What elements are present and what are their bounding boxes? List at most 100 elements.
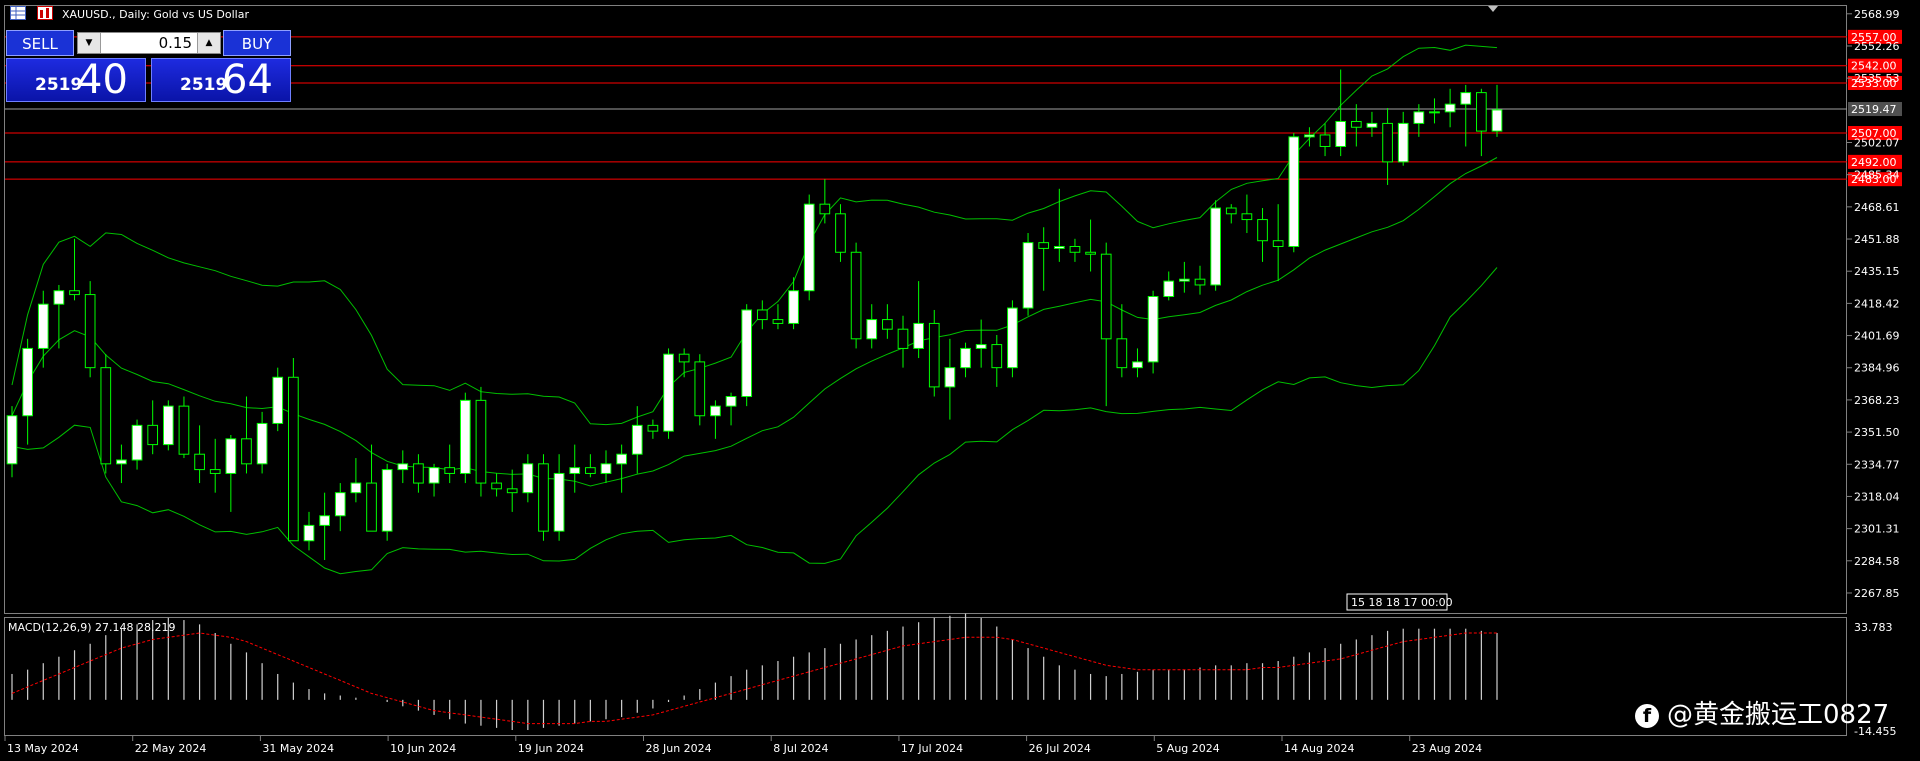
candle-body (1304, 134, 1315, 138)
macd-axis: 33.783 -14.455 (1854, 621, 1896, 738)
candle-body (37, 303, 49, 349)
candle-body (1366, 122, 1378, 128)
candle-body (272, 376, 284, 424)
current-price-tag (1848, 102, 1902, 117)
time-tick-label: 28 Jun 2024 (646, 742, 712, 755)
candle-body (53, 290, 65, 305)
candle-body (84, 294, 96, 369)
candle-body (366, 482, 377, 532)
candle-body (710, 405, 721, 417)
chart-grid-icon[interactable] (10, 6, 26, 20)
candle-body (6, 415, 18, 465)
price-tick-label: 2284.58 (1854, 555, 1900, 568)
time-tick-label: 8 Jul 2024 (773, 742, 828, 755)
price-tick-label: 2301.31 (1854, 523, 1900, 536)
sell-price-small: 2519 (35, 75, 83, 95)
candle-body (1397, 122, 1409, 163)
buy-price-small: 2519 (180, 75, 228, 95)
candle-body (1116, 338, 1128, 369)
price-tick-label: 2401.69 (1854, 330, 1900, 343)
lot-decrease-arrow-icon[interactable]: ▼ (78, 33, 101, 53)
watermark: f @黄金搬运工0827 (1635, 694, 1889, 731)
candle-body (397, 463, 409, 471)
candle-body (647, 424, 659, 432)
macd-chart-frame (4, 617, 1847, 736)
macd-label: MACD(12,26,9) 27.148 28.219 (8, 621, 176, 634)
price-level-tag (1848, 172, 1902, 187)
lot-size-field[interactable]: ▼ 0.15 ▲ (77, 32, 221, 54)
candle-body (178, 405, 190, 455)
price-tick-label: 2267.85 (1854, 587, 1900, 600)
candle-body (944, 367, 956, 388)
candle-body (194, 453, 205, 471)
macd-signal-line (11, 632, 1497, 725)
candle-body (1053, 245, 1065, 249)
candle-body (1350, 120, 1362, 128)
buy-button[interactable]: BUY (223, 30, 291, 56)
price-level-label: 2542.00 (1851, 60, 1897, 73)
candle-body (1335, 120, 1347, 147)
time-tick-label: 22 May 2024 (135, 742, 207, 755)
price-level-tag (1848, 29, 1902, 44)
lot-increase-arrow-icon[interactable]: ▲ (197, 33, 220, 53)
price-level-label: 2483.00 (1851, 173, 1897, 186)
candle-body (1413, 111, 1425, 124)
price-level-tag (1848, 76, 1902, 91)
candle-body (866, 319, 878, 340)
candle-body (538, 463, 549, 532)
candle-body (1163, 280, 1175, 297)
candle-body (694, 361, 706, 417)
macd-axis-label: -14.455 (1854, 725, 1896, 738)
price-level-label: 2533.00 (1851, 77, 1897, 90)
candle-body (725, 396, 737, 407)
candle-body (162, 405, 174, 446)
candle-body (1319, 134, 1331, 147)
price-level-tag (1848, 58, 1902, 73)
price-tick-label: 2384.96 (1854, 362, 1900, 375)
chart-shift-marker[interactable] (1488, 6, 1498, 12)
price-tick-label: 2535.53 (1854, 72, 1900, 85)
main-chart-frame (4, 5, 1847, 614)
price-level-label: 2507.00 (1851, 127, 1897, 140)
price-tick-label: 2552.26 (1854, 40, 1900, 53)
price-level-label: 2492.00 (1851, 156, 1897, 169)
one-click-trading-panel: SELL ▼ 0.15 ▲ BUY 2519 40 2519 64 (6, 30, 291, 103)
time-tick-label: 13 May 2024 (7, 742, 79, 755)
candle-body (131, 424, 143, 461)
candle-body (678, 353, 690, 363)
candle-body (22, 347, 33, 417)
time-tick-label: 26 Jul 2024 (1029, 742, 1091, 755)
candle-body (1460, 92, 1472, 105)
candle-body (303, 524, 315, 542)
horizontal-levels[interactable]: 2557.00 2542.00 2533.00 2507.00 2492.00 2483.… (5, 29, 1902, 187)
candle-body (741, 309, 753, 398)
time-tick-label: 31 May 2024 (262, 742, 334, 755)
candle-body (897, 328, 909, 349)
candle-body (1444, 103, 1456, 113)
candle-body (1132, 361, 1143, 369)
price-tick-label: 2451.88 (1854, 233, 1900, 246)
sell-button[interactable]: SELL (6, 30, 74, 56)
candle-body (1257, 219, 1268, 242)
middle-band-line (11, 157, 1498, 487)
candle-body (835, 213, 846, 253)
candle-body (1007, 307, 1018, 369)
chart-bars-icon[interactable] (37, 6, 53, 20)
candle-body (1382, 122, 1393, 163)
crosshair-time-box (1346, 593, 1448, 611)
time-axis: 13 May 2024 22 May 2024 31 May 2024 10 Jun … (4, 736, 1482, 755)
candle-body (803, 203, 815, 292)
candle-body (569, 467, 581, 474)
sell-price-box[interactable]: 2519 40 (6, 57, 146, 103)
price-level-tag (1848, 154, 1902, 169)
buy-price-box[interactable]: 2519 64 (151, 57, 291, 103)
candle-body (1038, 242, 1050, 249)
candlestick-series (6, 69, 1503, 560)
watermark-text: @黄金搬运工0827 (1667, 700, 1890, 730)
bollinger-bands (11, 44, 1498, 575)
candle-body (506, 488, 518, 494)
candle-body (319, 515, 330, 526)
time-tick-label: 14 Aug 2024 (1284, 742, 1354, 755)
time-tick-label: 5 Aug 2024 (1156, 742, 1219, 755)
lot-size-value[interactable]: 0.15 (158, 34, 192, 52)
